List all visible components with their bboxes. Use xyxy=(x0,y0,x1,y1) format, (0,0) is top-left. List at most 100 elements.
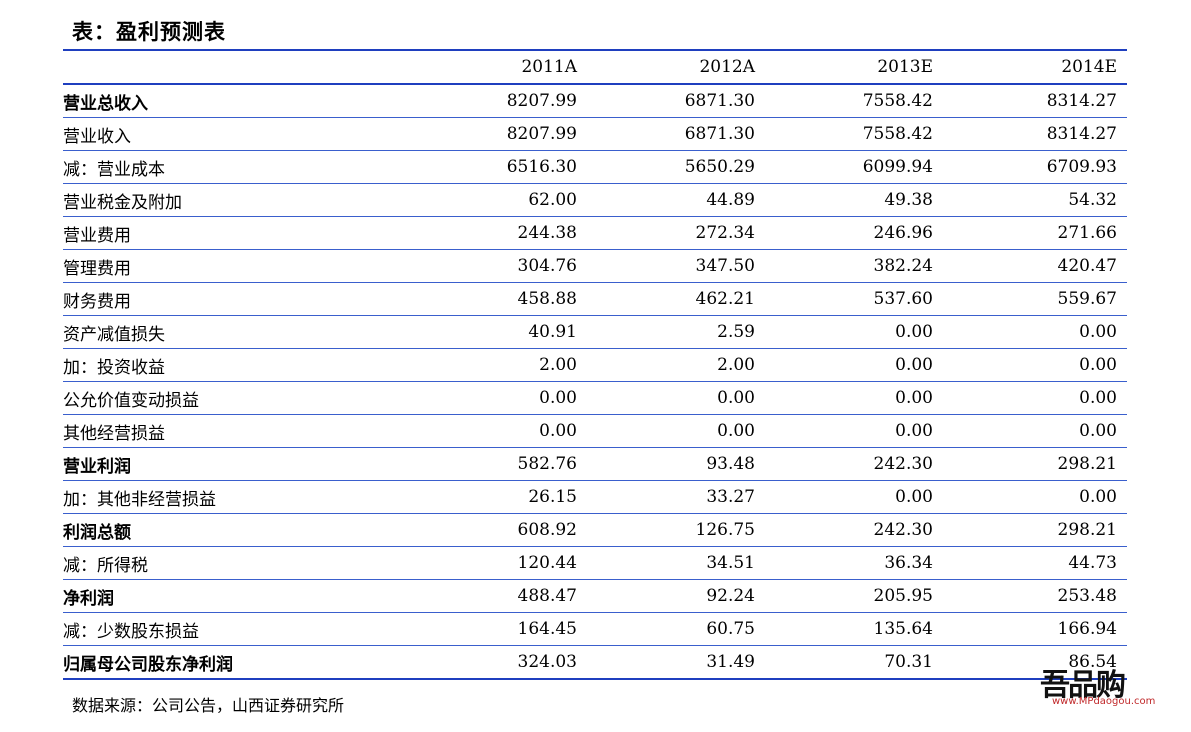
value-cell: 0.00 xyxy=(1079,355,1117,375)
header-row: 2011A 2012A 2013E 2014E xyxy=(63,50,1127,84)
value-cell: 0.00 xyxy=(1079,388,1117,408)
value-cell: 34.51 xyxy=(706,553,755,573)
value-cell: 70.31 xyxy=(884,652,933,672)
table-row: 营业税金及附加 62.00 44.89 49.38 54.32 xyxy=(63,184,1127,217)
value-cell: 272.34 xyxy=(695,223,755,243)
row-label: 管理费用 xyxy=(63,258,131,279)
value-cell: 6871.30 xyxy=(684,124,755,144)
row-label: 营业税金及附加 xyxy=(63,192,182,213)
value-cell: 298.21 xyxy=(1057,520,1117,540)
value-cell: 135.64 xyxy=(873,619,933,639)
table-row: 利润总额 608.92 126.75 242.30 298.21 xyxy=(63,514,1127,547)
value-cell: 0.00 xyxy=(895,322,933,342)
value-cell: 164.45 xyxy=(517,619,577,639)
table-body: 营业总收入 8207.99 6871.30 7558.42 8314.27 营业收入 820… xyxy=(63,84,1127,679)
value-cell: 488.47 xyxy=(517,586,577,606)
value-cell: 244.38 xyxy=(517,223,577,243)
value-cell: 36.34 xyxy=(884,553,933,573)
row-label: 营业收入 xyxy=(63,126,131,147)
table-row: 资产减值损失 40.91 2.59 0.00 0.00 xyxy=(63,316,1127,349)
value-cell: 0.00 xyxy=(895,355,933,375)
row-label: 营业总收入 xyxy=(63,93,148,114)
value-cell: 5650.29 xyxy=(684,157,755,177)
value-cell: 0.00 xyxy=(895,421,933,441)
table-row: 减：所得税 120.44 34.51 36.34 44.73 xyxy=(63,547,1127,580)
value-cell: 31.49 xyxy=(706,652,755,672)
row-label: 加：投资收益 xyxy=(63,357,165,378)
value-cell: 242.30 xyxy=(873,454,933,474)
value-cell: 0.00 xyxy=(717,388,755,408)
value-cell: 537.60 xyxy=(873,289,933,309)
value-cell: 608.92 xyxy=(517,520,577,540)
value-cell: 0.00 xyxy=(1079,322,1117,342)
value-cell: 92.24 xyxy=(706,586,755,606)
value-cell: 126.75 xyxy=(695,520,755,540)
value-cell: 0.00 xyxy=(895,487,933,507)
value-cell: 582.76 xyxy=(517,454,577,474)
value-cell: 6099.94 xyxy=(862,157,933,177)
header-cell-2013e: 2013E xyxy=(877,57,933,77)
value-cell: 458.88 xyxy=(517,289,577,309)
value-cell: 0.00 xyxy=(1079,487,1117,507)
value-cell: 2.59 xyxy=(717,322,755,342)
row-label: 减：少数股东损益 xyxy=(63,621,199,642)
value-cell: 62.00 xyxy=(528,190,577,210)
value-cell: 242.30 xyxy=(873,520,933,540)
value-cell: 0.00 xyxy=(1079,421,1117,441)
value-cell: 6871.30 xyxy=(684,91,755,111)
value-cell: 8207.99 xyxy=(506,91,577,111)
value-cell: 420.47 xyxy=(1057,256,1117,276)
header-cell-2014e: 2014E xyxy=(1061,57,1117,77)
table-row: 营业费用 244.38 272.34 246.96 271.66 xyxy=(63,217,1127,250)
value-cell: 253.48 xyxy=(1057,586,1117,606)
watermark-site: www.MPdaogou.com xyxy=(1052,696,1156,707)
table-row: 净利润 488.47 92.24 205.95 253.48 xyxy=(63,580,1127,613)
value-cell: 0.00 xyxy=(895,388,933,408)
value-cell: 7558.42 xyxy=(862,91,933,111)
value-cell: 33.27 xyxy=(706,487,755,507)
value-cell: 60.75 xyxy=(706,619,755,639)
table-row: 加：投资收益 2.00 2.00 0.00 0.00 xyxy=(63,349,1127,382)
table-row: 营业利润 582.76 93.48 242.30 298.21 xyxy=(63,448,1127,481)
value-cell: 44.73 xyxy=(1068,553,1117,573)
value-cell: 382.24 xyxy=(873,256,933,276)
value-cell: 86.54 xyxy=(1068,652,1117,672)
value-cell: 271.66 xyxy=(1057,223,1117,243)
value-cell: 120.44 xyxy=(517,553,577,573)
value-cell: 44.89 xyxy=(706,190,755,210)
row-label: 公允价值变动损益 xyxy=(63,390,199,411)
table-row: 管理费用 304.76 347.50 382.24 420.47 xyxy=(63,250,1127,283)
value-cell: 347.50 xyxy=(695,256,755,276)
table-row: 营业收入 8207.99 6871.30 7558.42 8314.27 xyxy=(63,118,1127,151)
value-cell: 2.00 xyxy=(717,355,755,375)
row-label: 营业费用 xyxy=(63,225,131,246)
row-label: 其他经营损益 xyxy=(63,423,165,444)
row-label: 减：所得税 xyxy=(63,555,148,576)
row-label: 财务费用 xyxy=(63,291,131,312)
row-label: 加：其他非经营损益 xyxy=(63,489,216,510)
value-cell: 0.00 xyxy=(717,421,755,441)
value-cell: 246.96 xyxy=(873,223,933,243)
table-row: 减：营业成本 6516.30 5650.29 6099.94 6709.93 xyxy=(63,151,1127,184)
value-cell: 304.76 xyxy=(517,256,577,276)
value-cell: 559.67 xyxy=(1057,289,1117,309)
table-row: 公允价值变动损益 0.00 0.00 0.00 0.00 xyxy=(63,382,1127,415)
table-row: 加：其他非经营损益 26.15 33.27 0.00 0.00 xyxy=(63,481,1127,514)
row-label: 归属母公司股东净利润 xyxy=(63,654,233,675)
value-cell: 8207.99 xyxy=(506,124,577,144)
profit-forecast-table: 2011A 2012A 2013E 2014E 营业总收入 8207.99 6871… xyxy=(63,49,1127,680)
value-cell: 26.15 xyxy=(528,487,577,507)
value-cell: 6516.30 xyxy=(506,157,577,177)
value-cell: 93.48 xyxy=(706,454,755,474)
value-cell: 205.95 xyxy=(873,586,933,606)
header-cell-2011a: 2011A xyxy=(521,57,577,77)
value-cell: 6709.93 xyxy=(1046,157,1117,177)
value-cell: 0.00 xyxy=(539,421,577,441)
table-row: 财务费用 458.88 462.21 537.60 559.67 xyxy=(63,283,1127,316)
value-cell: 7558.42 xyxy=(862,124,933,144)
value-cell: 54.32 xyxy=(1068,190,1117,210)
watermark-logo: 吾品购 www.MPdaogou.com xyxy=(1040,660,1170,710)
value-cell: 462.21 xyxy=(695,289,755,309)
row-label: 净利润 xyxy=(63,588,114,609)
value-cell: 324.03 xyxy=(517,652,577,672)
